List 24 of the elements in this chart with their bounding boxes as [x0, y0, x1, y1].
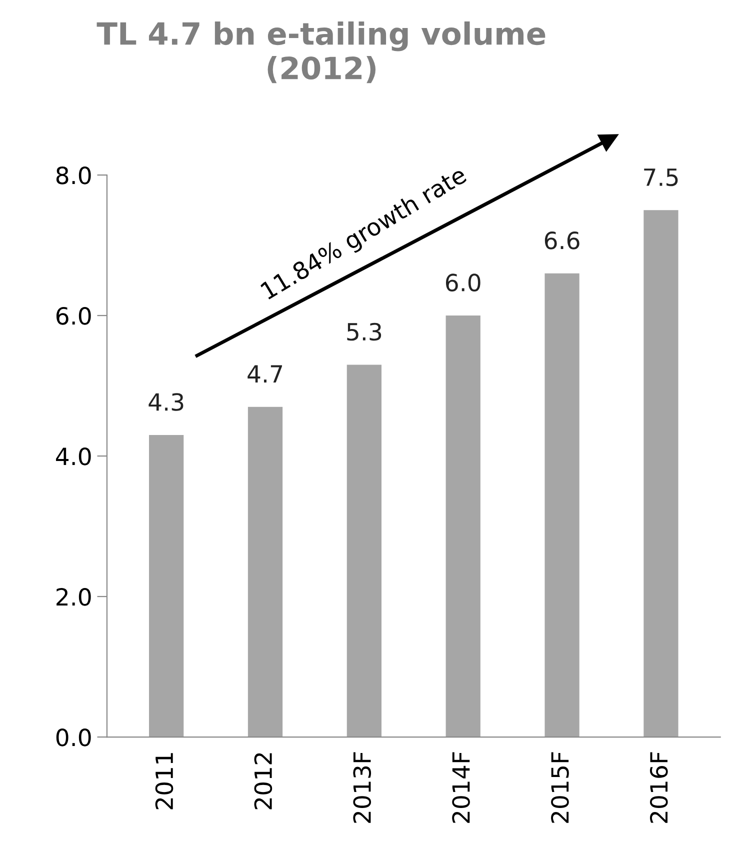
data-label: 4.7 [248, 365, 282, 382]
data-label: 6.0 [446, 274, 480, 292]
data-label: 6.6 [544, 232, 580, 250]
x-tick-label: 2011 [155, 753, 174, 810]
bar [644, 210, 678, 738]
y-tick-label: 4.0 [56, 447, 91, 466]
data-label: 5.3 [347, 322, 382, 341]
bar [248, 406, 283, 738]
chart-title: TL 4.7 bn e-tailing volume (2012) [96, 21, 546, 84]
data-label: 4.3 [148, 393, 184, 411]
x-tick-label: 2015F [551, 752, 569, 823]
bar [149, 434, 184, 738]
bar [544, 273, 580, 738]
x-tick-label: 2016F [650, 752, 668, 823]
y-tick-label: 2.0 [56, 588, 91, 606]
x-tick-label: 2013F [353, 752, 372, 823]
y-tick-label: 8.0 [56, 166, 91, 184]
y-tick-label: 6.0 [56, 306, 91, 325]
data-label: 7.5 [644, 168, 678, 186]
bar [346, 364, 382, 738]
x-tick-label: 2014F [452, 752, 470, 823]
y-tick-label: 0.0 [56, 728, 91, 746]
bar [446, 316, 480, 738]
x-tick-label: 2012 [254, 753, 272, 810]
